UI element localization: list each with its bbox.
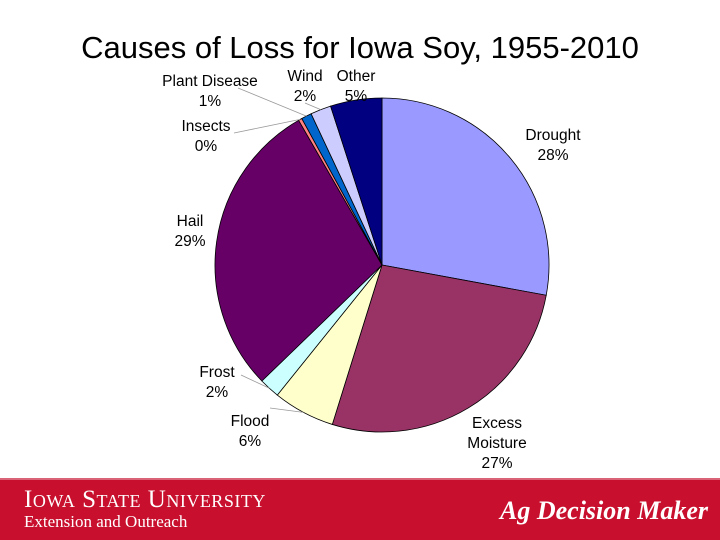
pie-label-drought: Drought [525,127,581,144]
university-subtitle: Extension and Outreach [24,512,188,531]
pie-label-other: Other [337,68,376,85]
pie-slice-drought [381,97,550,296]
university-logo: Iowa State University [24,486,266,513]
footer-divider [0,478,720,480]
leader-line-plant-disease [237,87,307,117]
brand-logo: Ag Decision Maker [500,496,708,525]
pie-slice-other [330,97,383,266]
pie-value-frost: 2% [206,384,229,401]
footer-bar [0,478,720,540]
leader-line-flood [269,407,304,413]
leader-line-insects [233,119,301,134]
pie-value-drought: 28% [537,147,568,164]
pie-value-excess-moisture: 27% [481,455,512,472]
pie-value-other: 5% [345,88,368,105]
pie-label-wind: Wind [287,68,322,85]
pie-chart: Drought 28% Excess Moisture 27% Flood 6% Frost 2… [162,68,581,472]
leader-line-wind [304,102,321,111]
pie-slice-excess-moisture [331,264,547,433]
pie-value-insects: 0% [195,138,218,155]
pie-label-flood: Flood [231,413,270,430]
pie-label-plant-disease: Plant Disease [162,73,258,90]
pie-label-excess-moisture: Moisture [467,435,526,452]
pie-label-excess-moisture: Excess [472,415,522,432]
pie-value-wind: 2% [294,88,317,105]
pie-value-hail: 29% [174,233,205,250]
pie-value-flood: 6% [239,433,262,450]
pie-slice-hail [214,119,383,382]
leader-line-frost [240,374,270,389]
pie-value-plant-disease: 1% [199,93,222,110]
slide-title: Causes of Loss for Iowa Soy, 1955-2010 [81,30,639,65]
pie-label-insects: Insects [181,118,230,135]
pie-label-hail: Hail [177,213,204,230]
pie-label-frost: Frost [199,364,235,381]
